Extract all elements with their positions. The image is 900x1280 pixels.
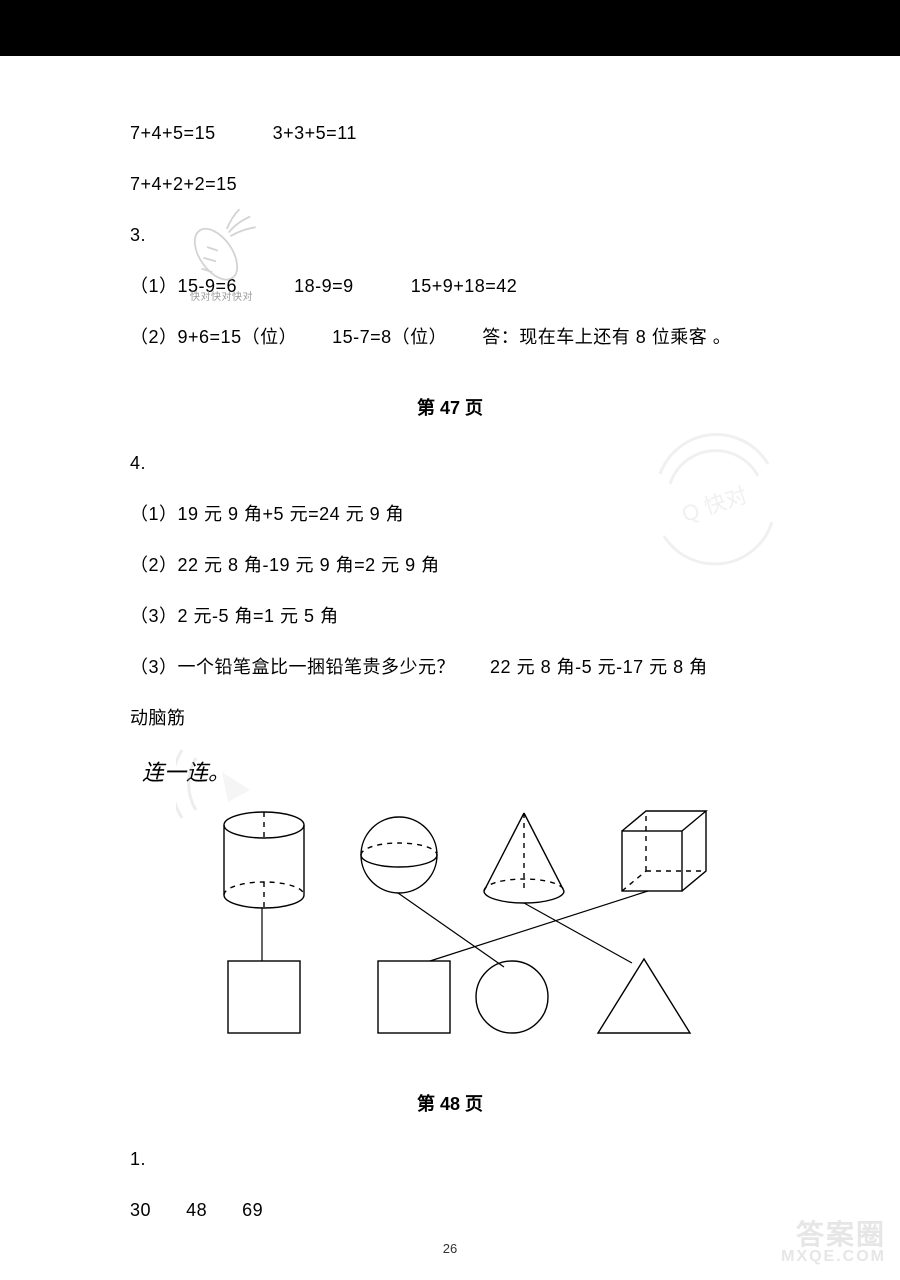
heading-p48: 第 48 页 bbox=[130, 1091, 770, 1118]
s48-row: 30 48 69 bbox=[130, 1197, 770, 1224]
s3-r2-pre: （2） bbox=[130, 327, 178, 347]
brain-label: 动脑筋 bbox=[130, 705, 770, 732]
s4-r4: （3）一个铅笔盒比一捆铅笔贵多少元？ 22 元 8 角-5 元-17 元 8 角 bbox=[130, 654, 770, 681]
section-48-label: 1. bbox=[130, 1146, 770, 1173]
section-4-label: 4. bbox=[130, 450, 770, 477]
page-body: 7+4+5=15 3+3+5=11 7+4+2+2=15 3. （1）15-9=… bbox=[0, 56, 900, 1224]
match-edges bbox=[262, 891, 648, 967]
s3-r1-b: 18-9=9 bbox=[294, 276, 354, 296]
eq-1b: 3+3+5=11 bbox=[273, 123, 357, 143]
sphere3d-icon bbox=[361, 817, 437, 893]
eq-1a: 7+4+5=15 bbox=[130, 123, 216, 143]
s4-r4-q: （3）一个铅笔盒比一捆铅笔贵多少元？ bbox=[130, 657, 455, 677]
heading-p47: 第 47 页 bbox=[130, 395, 770, 422]
eq-line-1: 7+4+5=15 3+3+5=11 bbox=[130, 120, 770, 147]
s3-r1-pre: （1） bbox=[130, 276, 178, 296]
square-icon bbox=[228, 961, 300, 1033]
shape-matching-diagram bbox=[154, 791, 754, 1047]
tiny-watermark: 快对快对快对 bbox=[190, 288, 253, 303]
handwrite-label: 连一连。 bbox=[142, 756, 770, 789]
s3-r2-b: 15-7=8（位） bbox=[332, 327, 447, 347]
s48-a: 30 bbox=[130, 1200, 151, 1220]
s4-r1: （1）19 元 9 角+5 元=24 元 9 角 bbox=[130, 501, 770, 528]
s4-r4-a: 22 元 8 角-5 元-17 元 8 角 bbox=[490, 657, 708, 677]
top-black-bar bbox=[0, 0, 900, 56]
s4-r3: （3）2 元-5 角=1 元 5 角 bbox=[130, 603, 770, 630]
square-icon bbox=[378, 961, 450, 1033]
circle-icon bbox=[476, 961, 548, 1033]
s48-b: 48 bbox=[186, 1200, 207, 1220]
s3-row2: （2）9+6=15（位） 15-7=8（位） 答：现在车上还有 8 位乘客 。 bbox=[130, 324, 770, 351]
s4-r2: （2）22 元 8 角-19 元 9 角=2 元 9 角 bbox=[130, 552, 770, 579]
cone3d-icon bbox=[484, 813, 564, 903]
cube3d-icon bbox=[622, 811, 706, 891]
triangle-icon bbox=[598, 959, 690, 1033]
s3-r1-c: 15+9+18=42 bbox=[411, 276, 518, 296]
section-3-label: 3. bbox=[130, 222, 770, 249]
s3-r2-c: 答：现在车上还有 8 位乘客 。 bbox=[482, 327, 731, 347]
s48-c: 69 bbox=[242, 1200, 263, 1220]
eq-line-2: 7+4+2+2=15 bbox=[130, 171, 770, 198]
s3-r2-a: 9+6=15（位） bbox=[178, 327, 298, 347]
footer-page-number: 26 bbox=[0, 1241, 900, 1256]
cylinder3d-icon bbox=[224, 812, 304, 908]
